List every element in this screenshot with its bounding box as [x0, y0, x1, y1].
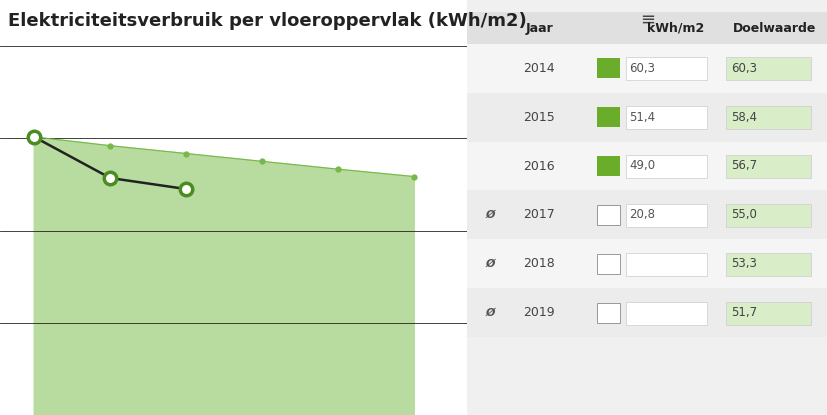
- Bar: [626, 204, 706, 227]
- Text: 55,0: 55,0: [730, 208, 757, 222]
- Bar: [726, 302, 810, 325]
- Bar: [597, 156, 620, 176]
- Bar: [467, 142, 827, 190]
- Text: 51,7: 51,7: [730, 306, 757, 320]
- Text: 56,7: 56,7: [730, 159, 757, 173]
- Bar: [726, 204, 810, 227]
- Text: 60,3: 60,3: [629, 61, 655, 75]
- Text: Jaar: Jaar: [525, 22, 553, 34]
- Bar: [626, 155, 706, 178]
- Bar: [467, 93, 827, 142]
- Text: Ø: Ø: [485, 308, 495, 318]
- Bar: [467, 12, 827, 44]
- Text: 2017: 2017: [523, 208, 555, 222]
- Text: 2014: 2014: [523, 61, 555, 75]
- Bar: [597, 107, 620, 127]
- Polygon shape: [34, 137, 414, 415]
- Text: 2019: 2019: [523, 306, 555, 320]
- Text: ≡: ≡: [639, 10, 655, 28]
- Bar: [597, 58, 620, 78]
- Text: 60,3: 60,3: [730, 61, 757, 75]
- Bar: [597, 254, 620, 274]
- Bar: [626, 302, 706, 325]
- Text: 53,3: 53,3: [730, 257, 757, 271]
- Text: 2015: 2015: [523, 110, 555, 124]
- Bar: [726, 155, 810, 178]
- Text: kWh/m2: kWh/m2: [648, 22, 705, 34]
- Bar: [626, 106, 706, 129]
- Text: Elektriciteitsverbruik per vloeroppervlak (kWh/m2): Elektriciteitsverbruik per vloeroppervla…: [8, 12, 527, 30]
- Bar: [467, 288, 827, 337]
- Bar: [726, 57, 810, 80]
- Text: 2016: 2016: [523, 159, 555, 173]
- Text: Doelwaarde: Doelwaarde: [734, 22, 816, 34]
- Bar: [726, 106, 810, 129]
- Text: Ø: Ø: [485, 259, 495, 269]
- Bar: [467, 190, 827, 239]
- Bar: [597, 205, 620, 225]
- Bar: [467, 44, 827, 93]
- Bar: [597, 303, 620, 323]
- Bar: [726, 253, 810, 276]
- Bar: [626, 57, 706, 80]
- Text: 20,8: 20,8: [629, 208, 655, 222]
- Text: 49,0: 49,0: [629, 159, 655, 173]
- Text: 51,4: 51,4: [629, 110, 655, 124]
- Text: 58,4: 58,4: [730, 110, 757, 124]
- Bar: [467, 239, 827, 288]
- Text: 2018: 2018: [523, 257, 555, 271]
- Bar: [626, 253, 706, 276]
- Text: Ø: Ø: [485, 210, 495, 220]
